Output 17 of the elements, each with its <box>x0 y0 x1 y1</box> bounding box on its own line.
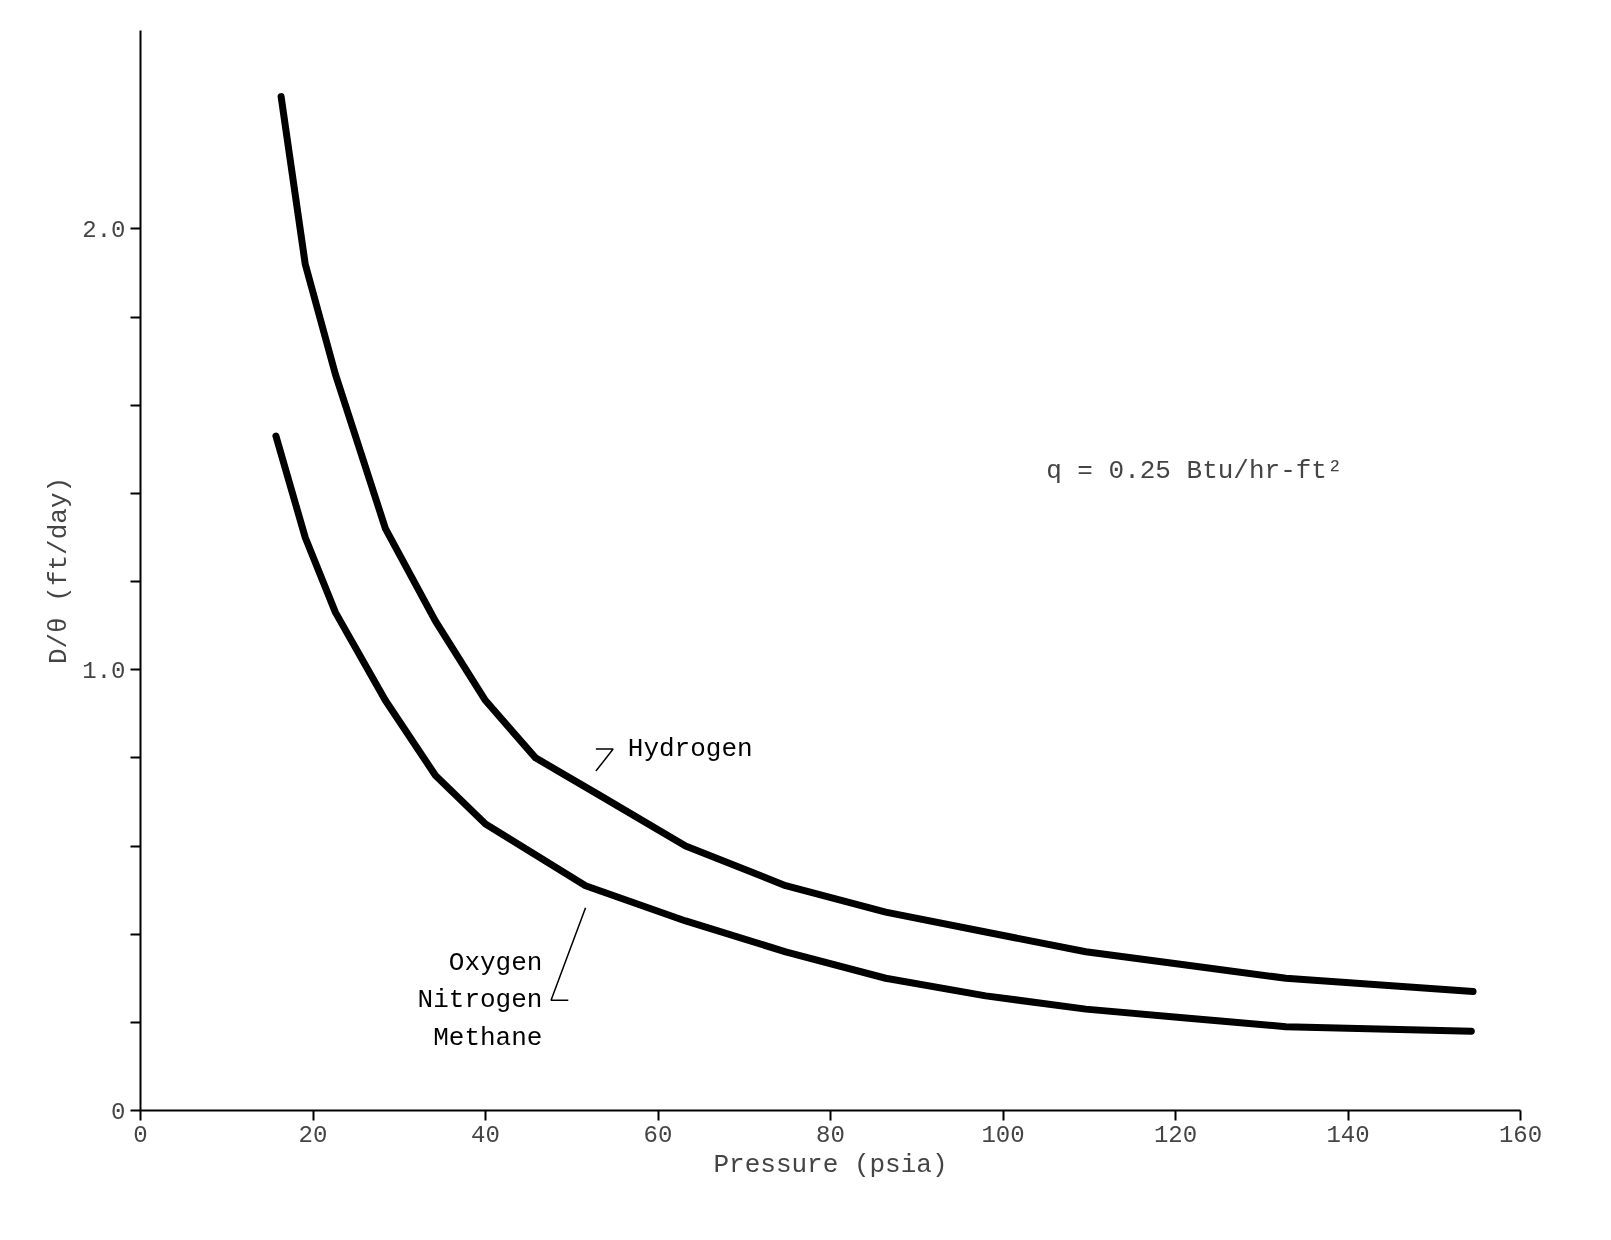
y-axis-title: D/θ (ft/day) <box>44 476 75 665</box>
y-tick-label: 0 <box>111 1098 126 1126</box>
x-tick-label: 140 <box>1326 1121 1370 1149</box>
x-tick-label: 160 <box>1498 1121 1543 1149</box>
legend-label: Hydrogen <box>627 734 753 765</box>
x-tick-label: 100 <box>981 1121 1025 1149</box>
text: Oxygen Nitrogen Methane <box>417 947 543 1053</box>
y-tick-label: 2.0 <box>82 216 126 244</box>
x-tick-label: 60 <box>643 1121 673 1149</box>
y-tick-label: 1.0 <box>82 657 126 685</box>
x-tick-label: 20 <box>298 1121 328 1149</box>
x-axis-title: Pressure (psia) <box>713 1149 948 1180</box>
x-tick-label: 80 <box>816 1121 845 1149</box>
x-tick-label: 120 <box>1153 1121 1198 1149</box>
x-tick-label: 0 <box>133 1121 148 1149</box>
annotation: q = 0.25 Btu/hr-ft² <box>1046 456 1343 487</box>
x-tick-label: 40 <box>471 1121 500 1149</box>
